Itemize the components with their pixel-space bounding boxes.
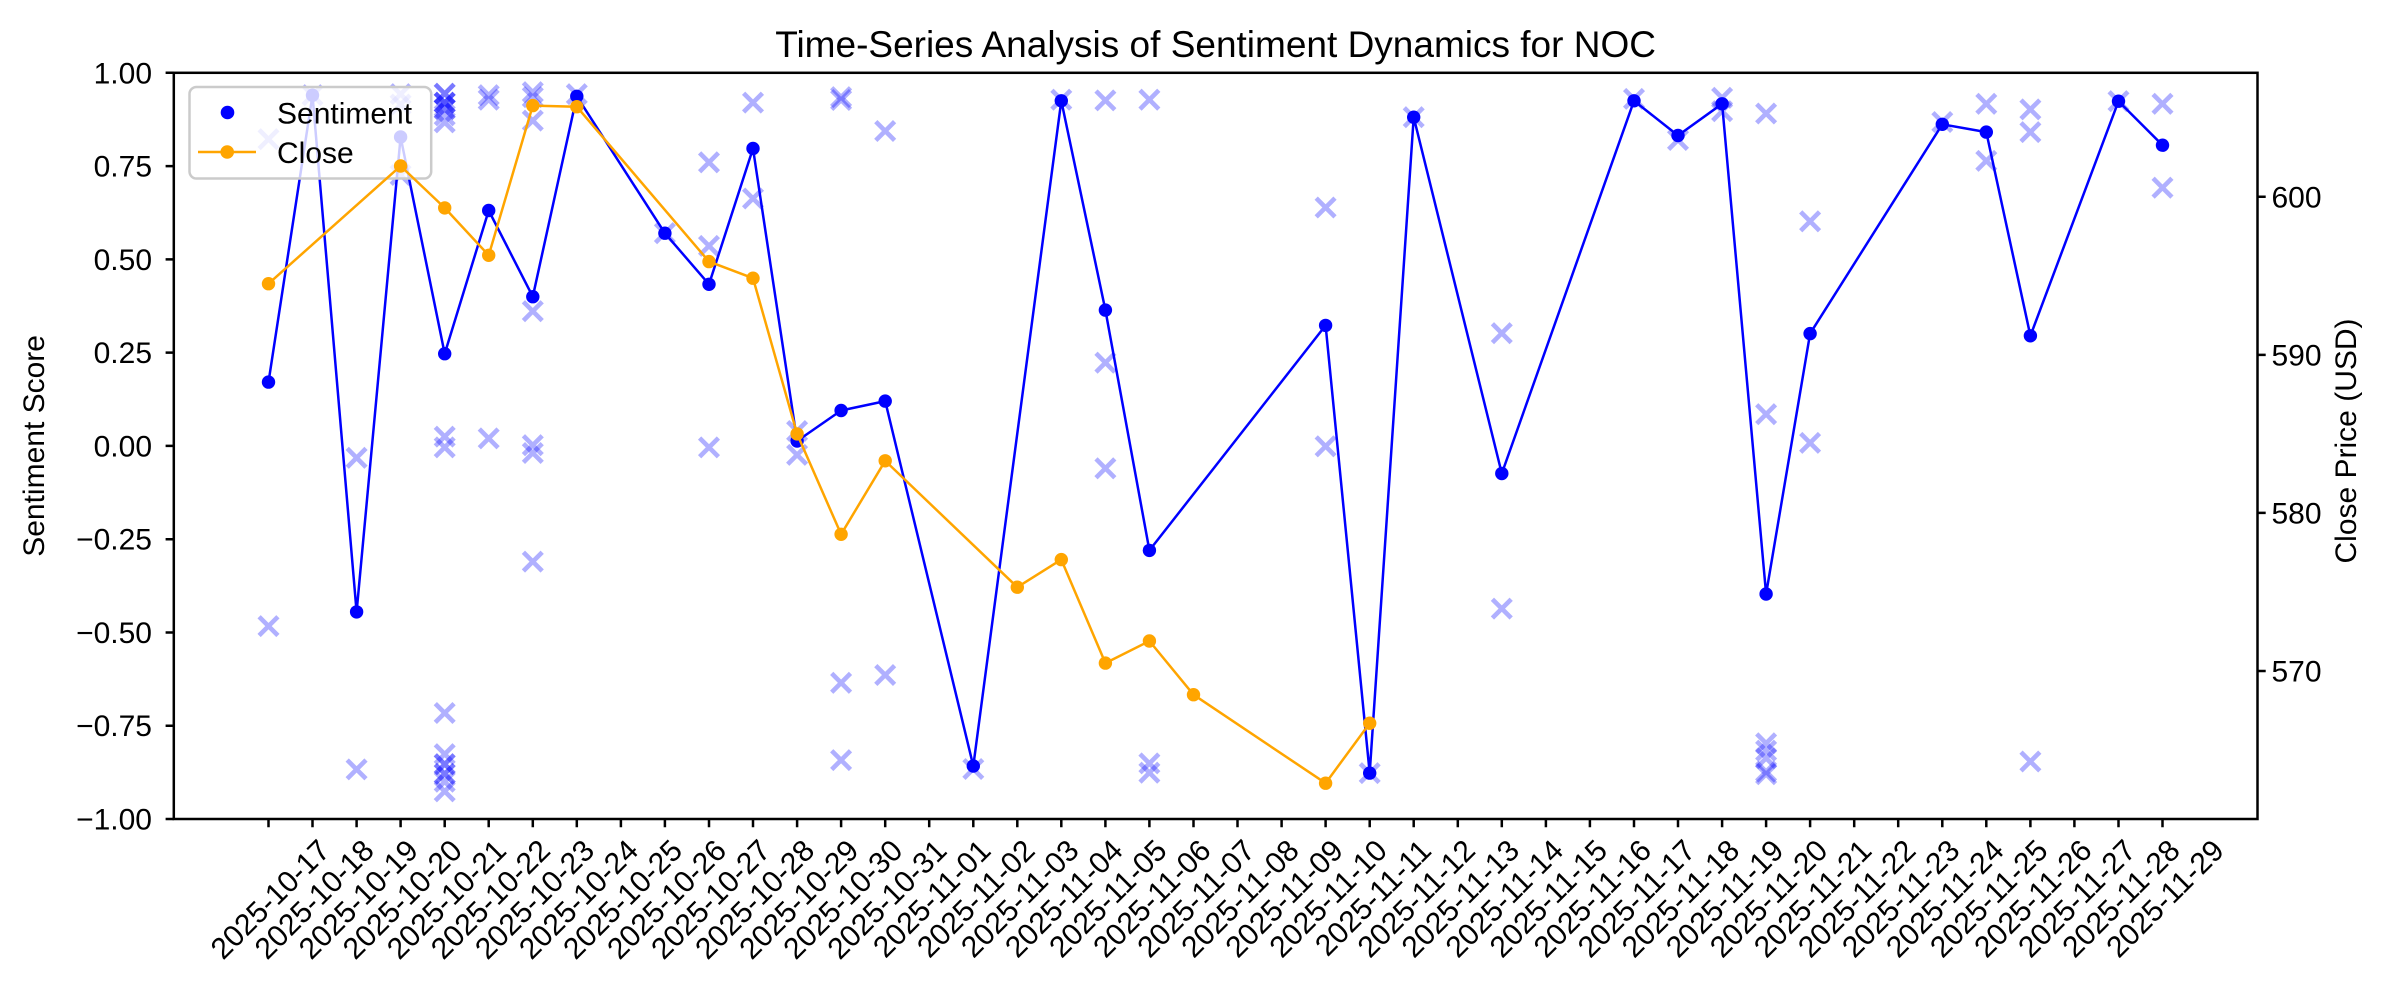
- svg-text:−0.25: −0.25: [76, 524, 152, 557]
- svg-text:0.75: 0.75: [94, 151, 152, 184]
- svg-text:1.00: 1.00: [94, 57, 152, 90]
- svg-text:Close Price (USD): Close Price (USD): [2330, 318, 2363, 563]
- svg-text:600: 600: [2272, 181, 2322, 214]
- svg-text:Close: Close: [277, 137, 354, 170]
- svg-text:Time-Series Analysis of Sentim: Time-Series Analysis of Sentiment Dynami…: [775, 24, 1656, 65]
- svg-text:580: 580: [2272, 497, 2322, 530]
- svg-text:Sentiment Score: Sentiment Score: [18, 335, 51, 557]
- svg-text:590: 590: [2272, 339, 2322, 372]
- svg-text:0.00: 0.00: [94, 430, 152, 463]
- svg-text:570: 570: [2272, 656, 2322, 689]
- svg-text:−1.00: −1.00: [76, 804, 152, 837]
- svg-text:Sentiment: Sentiment: [277, 98, 413, 131]
- svg-text:−0.50: −0.50: [76, 617, 152, 650]
- svg-text:0.25: 0.25: [94, 337, 152, 370]
- svg-text:−0.75: −0.75: [76, 710, 152, 743]
- svg-text:0.50: 0.50: [94, 244, 152, 277]
